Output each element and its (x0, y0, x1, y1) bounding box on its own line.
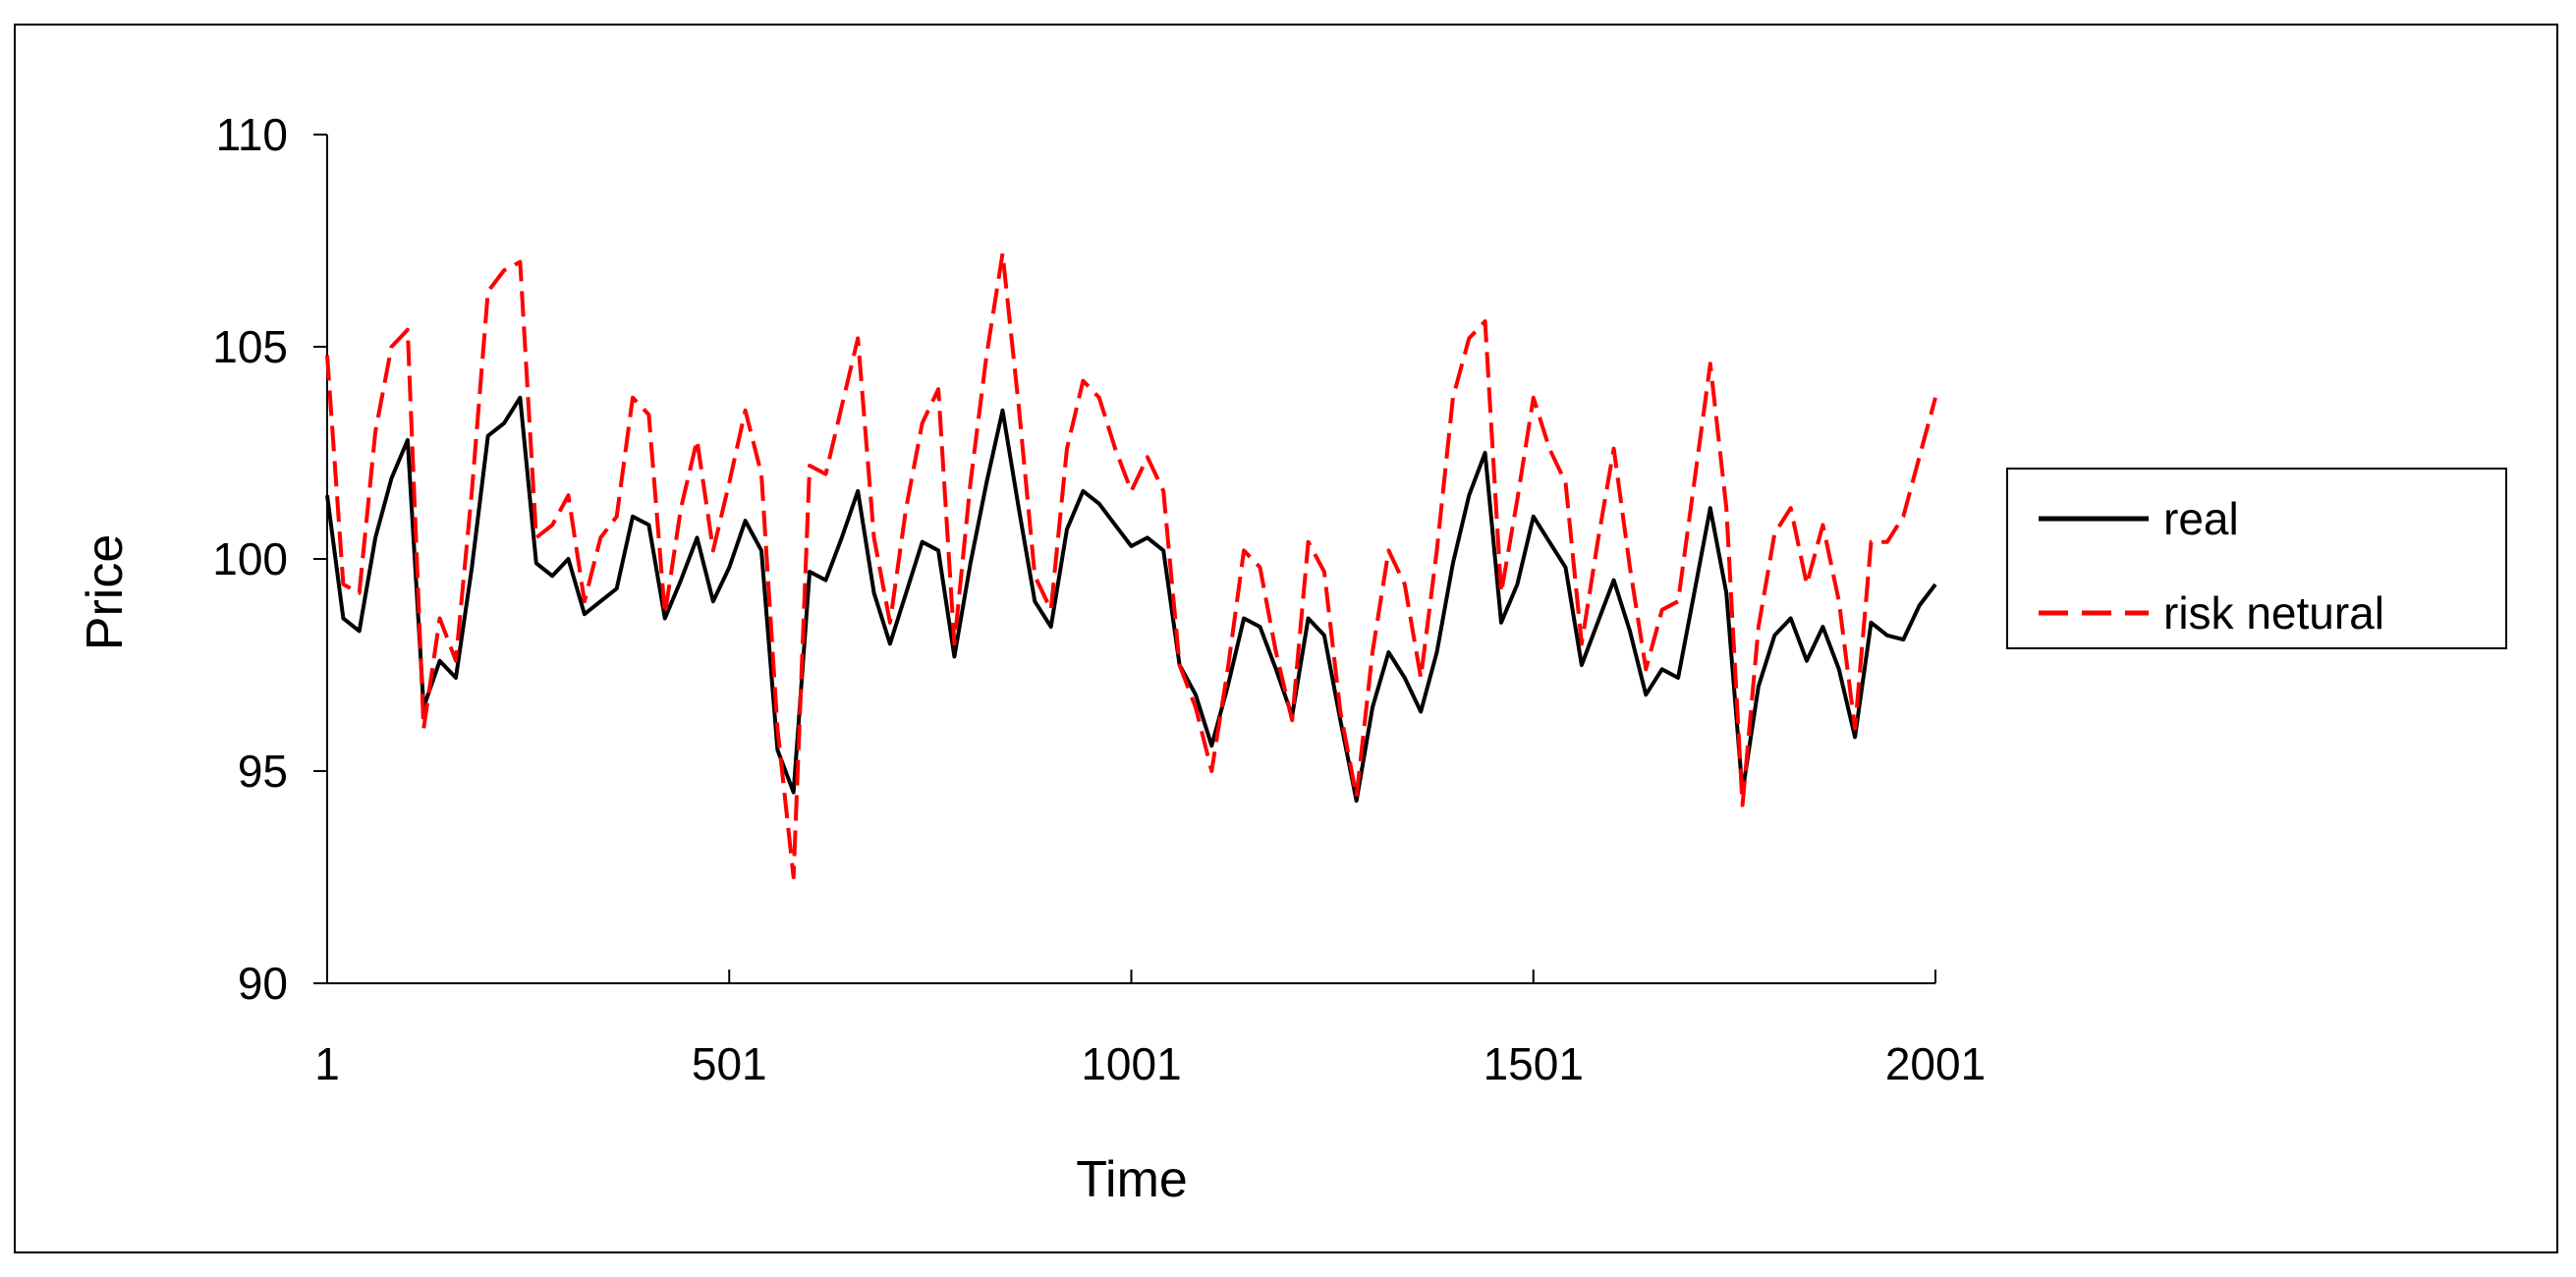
plot-area (313, 134, 1937, 984)
y-tick-label: 95 (238, 746, 288, 797)
x-tick-labels: 1 501 1001 1501 2001 (314, 1038, 1986, 1089)
legend: real risk netural (2006, 468, 2507, 649)
x-tick-marks (326, 970, 1936, 983)
series-line-real (325, 395, 1937, 804)
y-tick-label: 90 (238, 958, 288, 1009)
x-tick-label: 2001 (1885, 1038, 1986, 1089)
legend-box (2006, 468, 2507, 649)
y-tick-label: 110 (216, 109, 288, 160)
y-axis-title: Price (77, 534, 134, 650)
y-tick-label: 100 (212, 533, 288, 584)
x-tick-label: 1 (314, 1038, 340, 1089)
series-layer (325, 251, 1937, 879)
x-tick-label: 1001 (1081, 1038, 1181, 1089)
chart-frame (14, 24, 2558, 1253)
x-tick-label: 1501 (1484, 1038, 1584, 1089)
y-tick-labels: 90 95 100 105 110 (212, 109, 288, 1009)
y-tick-marks (313, 134, 327, 984)
x-tick-label: 501 (692, 1038, 767, 1089)
series-line-risk-netural (325, 251, 1937, 879)
y-tick-label: 105 (212, 321, 288, 372)
legend-label-risk-netural: risk netural (2163, 587, 2384, 638)
legend-label-real: real (2163, 493, 2239, 544)
x-axis-title: Time (1076, 1151, 1188, 1208)
